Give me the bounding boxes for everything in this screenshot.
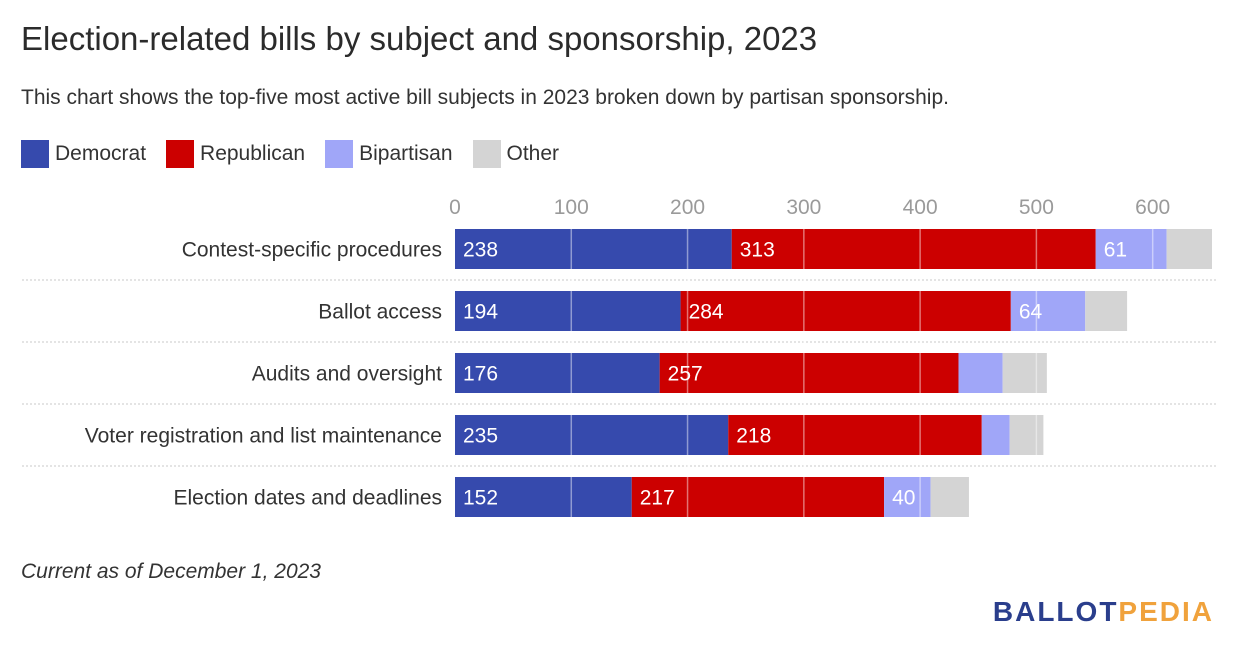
category-label-voter-registration-and-list-maintenance: Voter registration and list maintenance: [85, 425, 442, 448]
bar-democrat-voter-registration-and-list-maintenance: [455, 415, 729, 455]
x-tick-label-400: 400: [903, 196, 938, 219]
x-tick-label-600: 600: [1135, 196, 1170, 219]
data-label-democrat-election-dates-and-deadlines: 152: [463, 487, 498, 510]
data-label-bipartisan-ballot-access: 64: [1019, 301, 1043, 324]
data-label-bipartisan-contest-specific-procedures: 61: [1104, 239, 1127, 262]
bar-republican-contest-specific-procedures: [731, 229, 1096, 269]
legend-item-democrat: Democrat: [21, 140, 146, 168]
x-tick-label-500: 500: [1019, 196, 1054, 219]
data-label-democrat-voter-registration-and-list-maintenance: 235: [463, 425, 498, 448]
bar-bipartisan-contest-specific-procedures: [1095, 229, 1167, 269]
bar-bipartisan-voter-registration-and-list-maintenance: [981, 415, 1010, 455]
data-label-republican-audits-and-oversight: 257: [668, 363, 703, 386]
category-label-election-dates-and-deadlines: Election dates and deadlines: [173, 487, 442, 510]
data-labels: 238 313 61 194 284 64 176 257 235 218 152 217 40: [463, 239, 1127, 510]
bar-other-audits-and-oversight: [1002, 353, 1047, 393]
stacked-bar-chart: 0 100 200 300 400 500 600 Contest-specific pro…: [22, 196, 1218, 522]
data-label-democrat-audits-and-oversight: 176: [463, 363, 498, 386]
legend-label-democrat: Democrat: [55, 142, 147, 165]
ballotpedia-logo: BALLOTPEDIA: [993, 596, 1214, 628]
legend-swatch-democrat: [21, 140, 49, 168]
legend: Democrat Republican Bipartisan Other: [21, 139, 579, 169]
bar-other-contest-specific-procedures: [1166, 229, 1212, 269]
x-axis-ticks: 0 100 200 300 400 500 600: [449, 196, 1170, 219]
bar-other-voter-registration-and-list-maintenance: [1009, 415, 1044, 455]
data-label-republican-ballot-access: 284: [689, 301, 724, 324]
legend-swatch-republican: [166, 140, 195, 168]
bar-bipartisan-election-dates-and-deadlines: [884, 477, 931, 517]
bar-bipartisan-ballot-access: [1010, 291, 1086, 331]
bar-other-election-dates-and-deadlines: [930, 477, 969, 517]
x-tick-label-0: 0: [449, 196, 461, 219]
data-label-republican-contest-specific-procedures: 313: [740, 239, 775, 262]
chart-subtitle: This chart shows the top-five most activ…: [21, 86, 949, 109]
bar-republican-election-dates-and-deadlines: [631, 477, 885, 517]
gridlines: [570, 223, 1154, 522]
legend-label-other: Other: [506, 142, 560, 165]
chart-title: Election-related bills by subject and sp…: [21, 20, 818, 57]
legend-swatch-other: [472, 140, 501, 168]
bar-democrat-contest-specific-procedures: [455, 229, 732, 269]
data-label-democrat-contest-specific-procedures: 238: [463, 239, 498, 262]
legend-item-other: Other: [472, 140, 560, 168]
logo-part-ballot: BALLOT: [992, 596, 1119, 627]
bar-democrat-ballot-access: [455, 291, 681, 331]
legend-item-bipartisan: Bipartisan: [325, 140, 453, 168]
bar-bipartisan-audits-and-oversight: [958, 353, 1003, 393]
x-tick-label-200: 200: [670, 196, 705, 219]
logo-part-pedia: PEDIA: [1118, 596, 1214, 627]
bar-republican-ballot-access: [680, 291, 1011, 331]
bar-republican-voter-registration-and-list-maintenance: [728, 415, 982, 455]
x-tick-label-100: 100: [554, 196, 589, 219]
bar-democrat-audits-and-oversight: [455, 353, 660, 393]
category-label-audits-and-oversight: Audits and oversight: [252, 363, 442, 386]
row-separators: [22, 279, 1218, 467]
footnote: Current as of December 1, 2023: [21, 560, 321, 583]
bar-republican-audits-and-oversight: [659, 353, 959, 393]
x-tick-label-300: 300: [786, 196, 821, 219]
category-label-ballot-access: Ballot access: [318, 301, 442, 324]
data-label-bipartisan-election-dates-and-deadlines: 40: [892, 487, 915, 510]
data-label-republican-voter-registration-and-list-maintenance: 218: [736, 425, 771, 448]
legend-swatch-bipartisan: [325, 140, 354, 168]
category-label-contest-specific-procedures: Contest-specific procedures: [182, 239, 442, 262]
data-label-democrat-ballot-access: 194: [463, 301, 498, 324]
bars: [455, 229, 1212, 517]
legend-label-republican: Republican: [200, 142, 306, 165]
bar-democrat-election-dates-and-deadlines: [455, 477, 632, 517]
category-labels: Contest-specific procedures Ballot access…: [85, 239, 442, 510]
bar-other-ballot-access: [1085, 291, 1128, 331]
data-label-republican-election-dates-and-deadlines: 217: [640, 487, 675, 510]
legend-label-bipartisan: Bipartisan: [359, 142, 453, 165]
legend-item-republican: Republican: [166, 140, 305, 168]
